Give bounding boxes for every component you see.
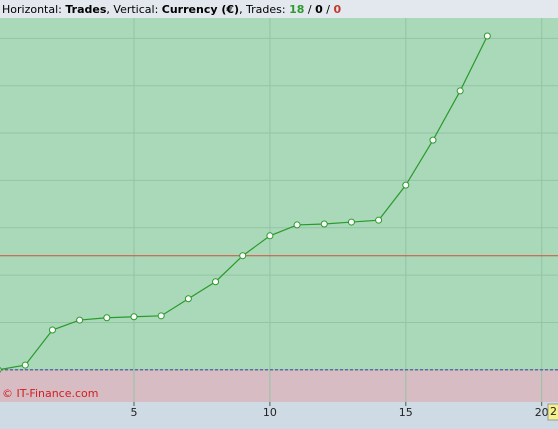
- point: [212, 278, 220, 286]
- title-part: Currency (€): [162, 3, 239, 16]
- point: [103, 314, 111, 322]
- point: [293, 221, 301, 229]
- cursor-label-bg: [547, 403, 558, 421]
- point: [456, 87, 464, 95]
- point: [402, 181, 410, 189]
- x-axis-bg: [0, 402, 558, 429]
- point: [76, 316, 84, 324]
- x-tick-label: 15: [399, 406, 413, 419]
- point: [483, 32, 491, 40]
- title-part: 18: [289, 3, 304, 16]
- watermark: © IT-Finance.com: [2, 387, 99, 400]
- point: [157, 312, 165, 320]
- point: [429, 136, 437, 144]
- x-tick-label: 5: [130, 406, 137, 419]
- point: [266, 232, 274, 240]
- cursor-label: 2: [550, 405, 557, 418]
- point: [239, 252, 247, 260]
- title-part: Horizontal:: [2, 3, 65, 16]
- title-part: 0: [315, 3, 323, 16]
- title-part: /: [323, 3, 334, 16]
- title-part: , Vertical:: [106, 3, 161, 16]
- point: [320, 220, 328, 228]
- point: [184, 295, 192, 303]
- title-part: Trades: [65, 3, 106, 16]
- positive-area: [0, 18, 558, 370]
- x-tick-label: 10: [263, 406, 277, 419]
- point: [48, 326, 56, 334]
- negative-area: [0, 369, 558, 402]
- title-part: /: [304, 3, 315, 16]
- point: [21, 361, 29, 369]
- point: [375, 216, 383, 224]
- x-tick-label: 20: [535, 406, 549, 419]
- title-part: 0: [333, 3, 341, 16]
- point: [347, 218, 355, 226]
- chart-title: Horizontal: Trades, Vertical: Currency (…: [2, 3, 341, 16]
- point: [130, 313, 138, 321]
- header-bg: [0, 0, 558, 18]
- point: [0, 366, 2, 373]
- title-part: , Trades:: [239, 3, 289, 16]
